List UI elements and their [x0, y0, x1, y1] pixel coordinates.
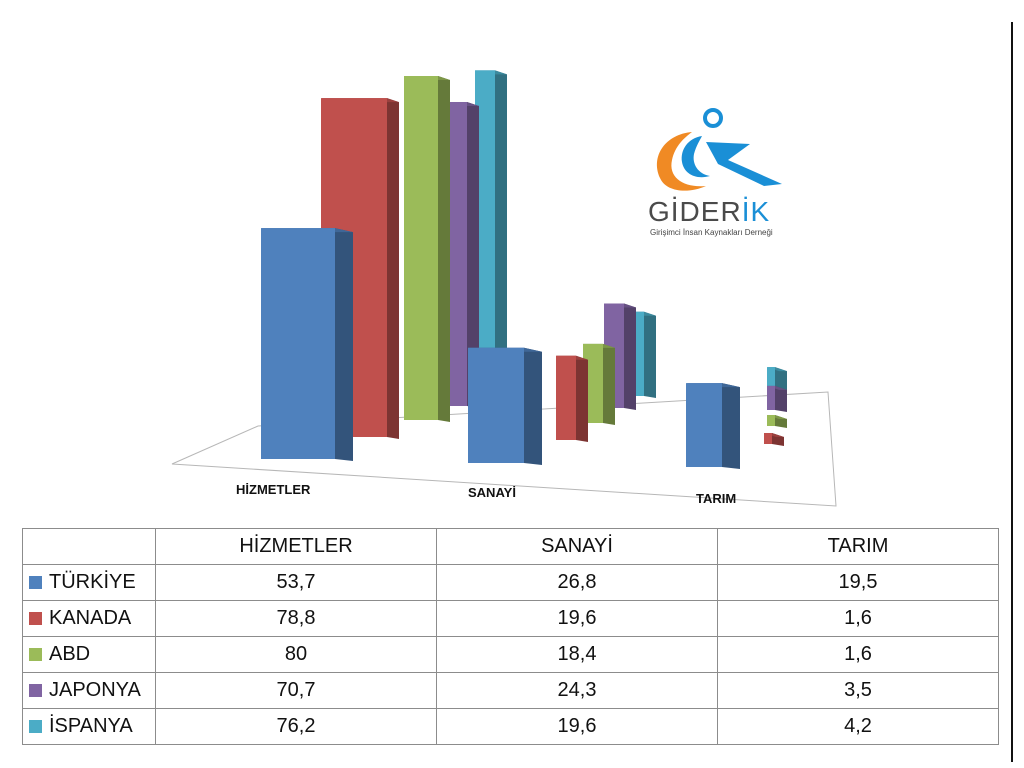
logo-wordmark-accent: İK	[741, 196, 771, 227]
row-header: ABD	[22, 636, 156, 673]
category-label: HİZMETLER	[236, 482, 311, 497]
bar	[767, 385, 787, 412]
bar-front	[468, 347, 524, 463]
bar-side	[624, 303, 636, 410]
table-row: ABD 80 18,4 1,6	[22, 636, 999, 673]
bar-side	[644, 311, 656, 398]
table-cell: 19,6	[436, 708, 718, 745]
category-label: TARIM	[696, 491, 736, 506]
category-labels: HİZMETLER SANAYİ TARIM	[236, 482, 736, 506]
row-label: TÜRKİYE	[49, 571, 136, 593]
row-header: KANADA	[22, 600, 156, 637]
legend-swatch	[29, 576, 42, 589]
table-cell: 70,7	[155, 672, 437, 709]
chart-floor	[171, 391, 837, 507]
table-cell: 3,5	[717, 672, 999, 709]
legend-swatch	[29, 720, 42, 733]
table-row: JAPONYA 70,7 24,3 3,5	[22, 672, 999, 709]
logo-figure-icon	[656, 108, 782, 191]
row-header: İSPANYA	[22, 708, 156, 745]
table-cell: 1,6	[717, 600, 999, 637]
bar	[468, 347, 542, 465]
bar-front	[475, 70, 495, 398]
slide-edge-line	[1011, 22, 1013, 762]
logo-wordmark-main: GİDER	[648, 196, 742, 227]
table-row: İSPANYA 76,2 19,6 4,2	[22, 708, 999, 745]
bar	[764, 432, 784, 446]
table-cell: 19,6	[436, 600, 718, 637]
bar-side	[335, 228, 353, 461]
table-cell: 53,7	[155, 564, 437, 601]
bar-front	[261, 228, 335, 459]
table-cell: 19,5	[717, 564, 999, 601]
bar-side	[495, 70, 507, 400]
table-header-row: HİZMETLER SANAYİ TARIM	[22, 528, 999, 565]
category-label: SANAYİ	[468, 485, 516, 500]
bar-front	[686, 383, 722, 467]
row-label: JAPONYA	[49, 679, 141, 701]
table-cell: 26,8	[436, 564, 718, 601]
logo-wordmark: GİDERİK	[648, 196, 770, 228]
bar-chart-3d: HİZMETLER SANAYİ TARIM	[171, 70, 837, 507]
bars-group	[261, 70, 787, 469]
bar-side	[576, 355, 588, 442]
row-header: TÜRKİYE	[22, 564, 156, 601]
table-row: KANADA 78,8 19,6 1,6	[22, 600, 999, 637]
bar-front	[767, 414, 775, 426]
table-cell: 80	[155, 636, 437, 673]
table-row: TÜRKİYE 53,7 26,8 19,5	[22, 564, 999, 601]
bar	[404, 76, 450, 422]
bar	[556, 355, 588, 442]
bar	[261, 228, 353, 461]
row-label: ABD	[49, 643, 91, 665]
row-label: KANADA	[49, 607, 132, 629]
table-cell: 24,3	[436, 672, 718, 709]
bar-front	[404, 76, 438, 420]
row-label: İSPANYA	[49, 715, 133, 737]
bar-side	[387, 98, 399, 439]
bar-side	[524, 347, 542, 465]
bar-side	[438, 76, 450, 422]
table-cell: 76,2	[155, 708, 437, 745]
bar-side	[775, 385, 787, 412]
table-cell: 1,6	[717, 636, 999, 673]
bar-front	[764, 432, 772, 444]
column-header: TARIM	[717, 528, 999, 565]
bar-front	[767, 385, 775, 410]
bar-front	[556, 355, 576, 440]
table-corner-cell	[22, 528, 156, 565]
table-cell: 4,2	[717, 708, 999, 745]
bar-side	[722, 383, 740, 469]
legend-swatch	[29, 648, 42, 661]
column-header: HİZMETLER	[155, 528, 437, 565]
legend-swatch	[29, 612, 42, 625]
column-header: SANAYİ	[436, 528, 718, 565]
bar	[475, 70, 507, 400]
data-table: HİZMETLER SANAYİ TARIM TÜRKİYE 53,7 26,8 19…	[22, 528, 999, 745]
bar-front	[767, 367, 775, 396]
bar	[767, 414, 787, 428]
row-header: JAPONYA	[22, 672, 156, 709]
bar-side	[603, 343, 615, 425]
bar	[686, 383, 740, 469]
table-cell: 78,8	[155, 600, 437, 637]
giderik-logo: GİDERİK Girişimci İnsan Kaynakları Derne…	[640, 104, 800, 244]
bar-side	[467, 101, 479, 409]
legend-swatch	[29, 684, 42, 697]
table-cell: 18,4	[436, 636, 718, 673]
logo-tagline: Girişimci İnsan Kaynakları Derneği	[650, 228, 773, 237]
